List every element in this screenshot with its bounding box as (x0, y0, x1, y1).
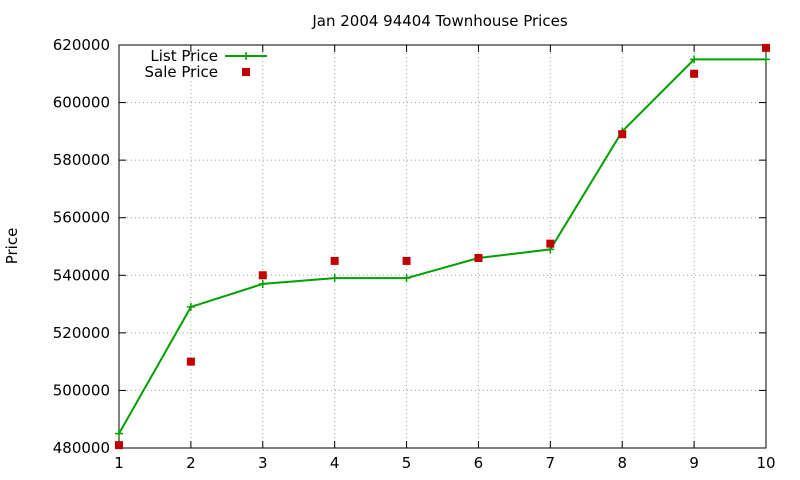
list-price-line (118, 58, 766, 435)
legend-label: Sale Price (145, 63, 218, 81)
x-tick-label: 8 (617, 454, 627, 472)
chart-title: Jan 2004 94404 Townhouse Prices (311, 12, 567, 30)
y-tick-label: 620000 (53, 36, 110, 54)
sale-price-point (762, 43, 770, 52)
list-price-point (330, 274, 339, 283)
y-tick-label: 600000 (53, 94, 110, 112)
plot-frame (118, 44, 767, 449)
x-tick-label: 5 (402, 454, 412, 472)
y-tick-label: 580000 (53, 151, 110, 169)
y-tick-label: 560000 (53, 209, 110, 227)
x-tick-label: 7 (546, 454, 556, 472)
list-price-point (186, 302, 195, 311)
x-tick-label: 10 (756, 454, 775, 472)
sale-price-point (618, 130, 627, 139)
y-tick-label: 540000 (53, 266, 110, 284)
axis-ticks: 1 2 3 4 5 6 7 8 9 10 480000 500000 520000 540000 56000… (53, 36, 776, 472)
sale-price-point (258, 271, 267, 280)
sale-price-point (546, 239, 555, 248)
series-layer (115, 43, 770, 450)
y-tick-label: 500000 (53, 381, 110, 399)
y-tick-label: 520000 (53, 324, 110, 342)
legend-label: List Price (150, 47, 218, 65)
x-tick-label: 4 (330, 454, 340, 472)
x-tick-label: 1 (114, 454, 124, 472)
list-price-point (690, 55, 699, 64)
y-tick-label: 480000 (53, 439, 110, 457)
sale-price-point (115, 441, 123, 450)
y-axis-label: Price (3, 228, 21, 265)
sale-price-point (402, 256, 411, 265)
x-tick-label: 3 (258, 454, 268, 472)
legend-square-swatch (242, 68, 250, 76)
list-price-point (258, 279, 267, 288)
list-price-point (115, 429, 123, 438)
gridlines (119, 45, 766, 448)
x-tick-label: 2 (186, 454, 196, 472)
sale-price-point (330, 256, 339, 265)
x-tick-label: 9 (689, 454, 699, 472)
list-price-point (402, 274, 411, 283)
legend-plus-marker (242, 52, 250, 60)
sale-price-point (690, 69, 699, 78)
sale-price-point (186, 357, 195, 366)
x-tick-label: 6 (474, 454, 484, 472)
sale-price-point (474, 254, 483, 263)
list-price-point (762, 55, 770, 64)
